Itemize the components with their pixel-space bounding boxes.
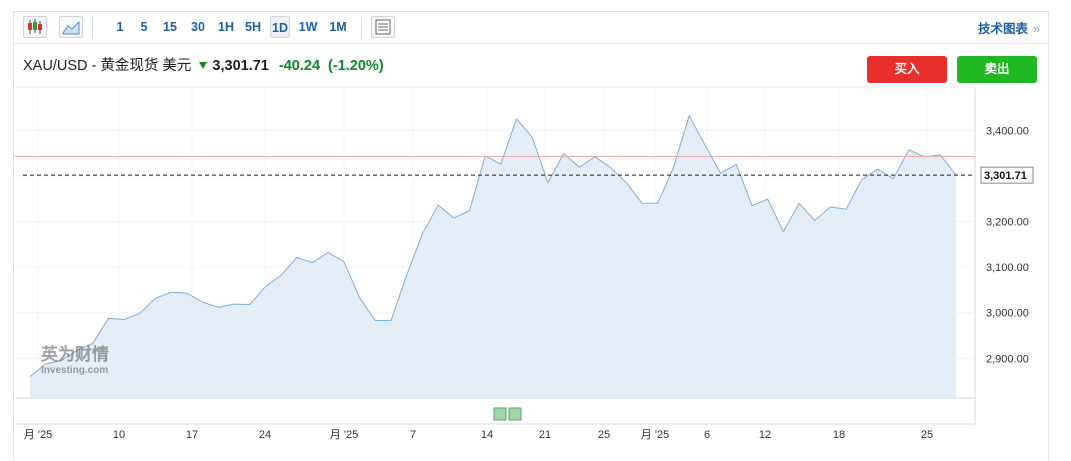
y-tick-label: 2,900.00: [986, 353, 1029, 365]
interval-button-1d[interactable]: 1D: [270, 16, 290, 38]
x-tick-label: 18: [833, 429, 845, 441]
price-chart[interactable]: 3,400.003,300.003,200.003,100.003,000.00…: [14, 12, 1048, 461]
interval-button-5h[interactable]: 5H: [245, 20, 261, 34]
chart-toolbar: 1 5 15 30 1H 5H 1D 1W 1M 技术图表»: [14, 12, 1048, 44]
x-tick-label: 10: [113, 429, 125, 441]
tech-chart-link[interactable]: 技术图表 »: [978, 18, 1040, 37]
price-change-percent: (-1.20%): [328, 58, 384, 74]
x-tick-label: 24: [259, 429, 271, 441]
current-price-label: 3,301.71: [984, 170, 1027, 182]
x-tick-label: 月 '25: [641, 429, 669, 441]
toolbar-divider: [92, 17, 93, 38]
sell-button[interactable]: 卖出: [957, 56, 1037, 83]
x-tick-label: 25: [921, 429, 933, 441]
chart-widget: 1 5 15 30 1H 5H 1D 1W 1M 技术图表» XAU/USD - 黄金现货 美元…: [13, 11, 1049, 460]
tech-chart-label: 技术图表: [978, 22, 1029, 36]
buy-button[interactable]: 买入: [867, 56, 947, 83]
y-tick-label: 3,100.00: [986, 262, 1029, 274]
interval-button-15[interactable]: 15: [163, 20, 177, 34]
interval-button-1[interactable]: 1: [116, 20, 124, 34]
watermark-site: Investing.com: [41, 365, 108, 376]
interval-button-30[interactable]: 30: [191, 20, 205, 34]
x-tick-label: 21: [539, 429, 551, 441]
x-tick-label: 6: [704, 429, 710, 441]
watermark-brand: 英为财情: [41, 344, 109, 365]
interval-button-1m[interactable]: 1M: [329, 20, 347, 34]
event-marker[interactable]: [508, 407, 522, 421]
table-icon[interactable]: [371, 16, 395, 38]
y-tick-label: 3,000.00: [986, 308, 1029, 320]
price-series-line: [29, 114, 957, 377]
x-tick-label: 25: [598, 429, 610, 441]
x-tick-label: 月 '25: [24, 429, 52, 441]
interval-button-1h[interactable]: 1H: [218, 20, 234, 34]
toolbar-divider: [361, 17, 362, 38]
symbol-name: XAU/USD - 黄金现货 美元: [23, 58, 192, 74]
area-chart-icon[interactable]: [59, 16, 83, 38]
down-arrow-icon: [199, 62, 208, 69]
interval-button-1w[interactable]: 1W: [298, 20, 318, 34]
x-tick-label: 月 '25: [330, 429, 358, 441]
price-area-fill: [30, 115, 956, 398]
x-tick-label: 14: [481, 429, 493, 441]
y-tick-label: 3,200.00: [986, 217, 1029, 229]
candlestick-chart-icon[interactable]: [23, 16, 47, 38]
quote-header: XAU/USD - 黄金现货 美元 3,301.71 -40.24 (-1.20…: [23, 54, 384, 75]
x-tick-label: 12: [759, 429, 771, 441]
interval-button-5[interactable]: 5: [140, 20, 148, 34]
event-marker[interactable]: [493, 407, 507, 421]
x-tick-label: 7: [410, 429, 416, 441]
y-tick-label: 3,400.00: [986, 125, 1029, 137]
last-price: 3,301.71: [212, 58, 269, 74]
current-price-label-box: [980, 166, 1034, 184]
price-change: -40.24: [278, 58, 321, 74]
chevron-right-icon: »: [1033, 22, 1040, 36]
x-tick-label: 17: [186, 429, 198, 441]
